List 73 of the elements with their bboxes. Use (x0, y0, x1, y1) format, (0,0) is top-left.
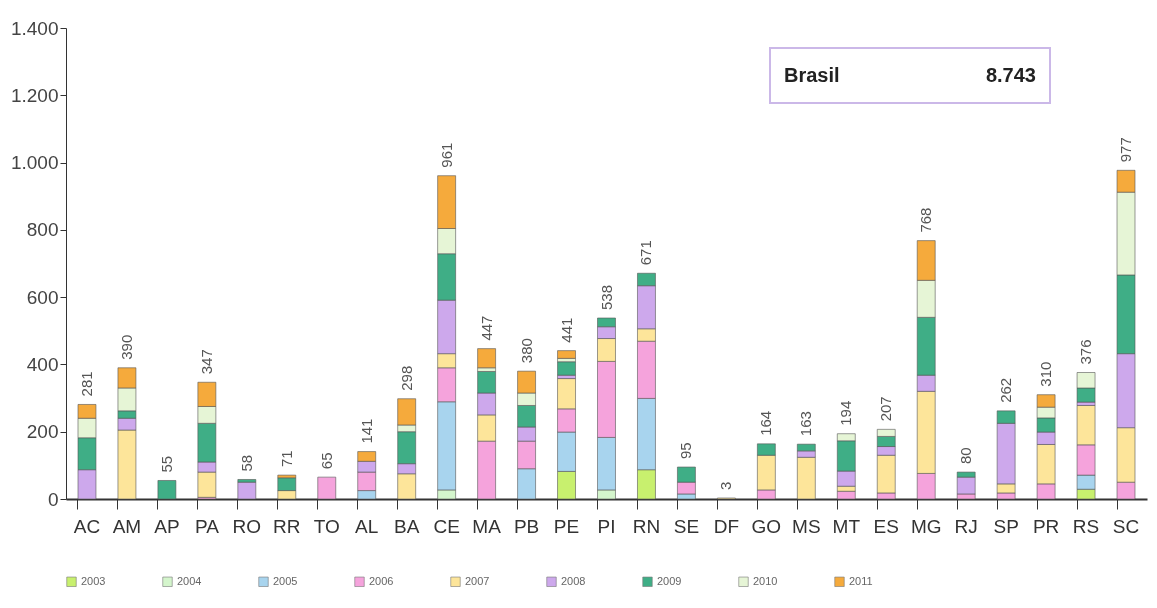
total-label: 194 (837, 400, 855, 426)
total-label: 207 (877, 396, 895, 422)
x-tick-label: MG (910, 515, 942, 537)
x-tick-label: PI (597, 515, 616, 537)
total-label: 961 (437, 142, 455, 168)
x-tick-label: DF (713, 515, 740, 537)
y-tick-label: 0 (47, 488, 59, 510)
total-label: 262 (997, 377, 1015, 403)
x-tick-label: BA (394, 515, 420, 537)
total-label: 441 (557, 317, 575, 343)
total-label: 55 (157, 455, 175, 473)
x-tick-label: SP (993, 515, 1019, 537)
y-tick-label: 800 (26, 219, 59, 241)
x-tick-label: RN (632, 515, 661, 537)
total-label: 380 (517, 338, 535, 364)
total-label: 390 (117, 334, 135, 360)
total-label: 95 (677, 442, 695, 460)
total-label: 310 (1037, 361, 1055, 387)
total-label: 376 (1077, 339, 1095, 365)
x-tick-label: ES (873, 515, 899, 537)
x-tick-label: GO (751, 515, 782, 537)
x-tick-label: AL (355, 515, 379, 537)
x-tick-label: AM (112, 515, 142, 537)
legend-label: 2011 (849, 574, 873, 587)
y-tick-label: 1.400 (10, 17, 59, 39)
x-tick-label: PE (553, 515, 580, 537)
legend-label: 2006 (369, 574, 394, 587)
legend-label: 2007 (465, 574, 490, 587)
x-tick-label: MT (832, 515, 861, 537)
annotation: 8.743 (985, 63, 1036, 86)
x-tick-label: SC (1112, 515, 1140, 537)
total-label: 58 (237, 454, 255, 472)
x-tick-label: RR (273, 515, 301, 537)
y-tick-label: 1.000 (10, 152, 59, 174)
x-tick-label: CE (433, 515, 460, 537)
total-label: 768 (917, 207, 935, 233)
y-tick-label: 400 (26, 353, 59, 375)
y-tick-label: 1.200 (10, 84, 59, 106)
total-label: 141 (357, 418, 375, 444)
legend-label: 2005 (273, 574, 298, 587)
total-label: 71 (277, 450, 295, 468)
legend-label: 2009 (657, 574, 682, 587)
y-tick-label: 600 (26, 286, 59, 308)
x-tick-label: SE (673, 515, 700, 537)
total-label: 977 (1117, 137, 1135, 163)
x-tick-label: MS (792, 515, 821, 537)
x-tick-label: AC (73, 515, 101, 537)
total-label: 447 (477, 315, 495, 341)
x-tick-label: TO (313, 515, 340, 537)
total-label: 164 (757, 410, 775, 436)
total-label: 298 (397, 365, 415, 391)
x-tick-label: PR (1032, 515, 1060, 537)
legend-label: 2010 (753, 574, 778, 587)
y-tick-label: 200 (26, 421, 59, 443)
legend-label: 2008 (561, 574, 586, 587)
x-tick-label: RO (232, 515, 262, 537)
total-label: 671 (637, 240, 655, 266)
total-label: 347 (197, 349, 215, 375)
annotation: Brasil (784, 63, 840, 86)
total-label: 538 (597, 284, 615, 310)
x-tick-label: PB (513, 515, 540, 537)
x-tick-label: PA (194, 515, 220, 537)
x-tick-label: MA (472, 515, 502, 537)
x-tick-label: AP (154, 515, 180, 537)
legend-label: 2003 (81, 574, 106, 587)
total-label: 80 (957, 447, 975, 465)
total-label: 65 (317, 452, 335, 470)
x-tick-label: RJ (954, 515, 978, 537)
total-label: 163 (797, 411, 815, 437)
total-label: 3 (717, 481, 735, 490)
total-label: 281 (77, 371, 95, 397)
x-tick-label: RS (1072, 515, 1100, 537)
legend-label: 2004 (177, 574, 202, 587)
